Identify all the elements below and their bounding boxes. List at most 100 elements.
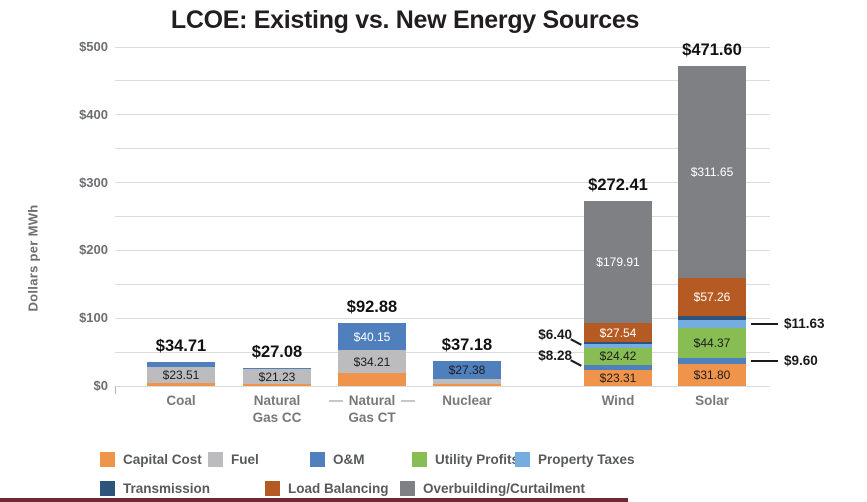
segment-value-label: $24.42 (599, 349, 637, 364)
bar-segment-overbuilding-curtailment: $179.91 (584, 201, 652, 324)
category-label-nuclear: Nuclear (407, 392, 527, 409)
segment-value-label: $179.91 (596, 255, 640, 270)
segment-value-label: $23.51 (162, 367, 200, 382)
legend-item-load-balancing: Load Balancing (265, 480, 389, 496)
axis-tick (115, 386, 116, 394)
chart-title: LCOE: Existing vs. New Energy Sources (170, 6, 640, 34)
label-dash (401, 399, 416, 402)
category-label-natural-gas-cc: Natural Gas CC (217, 392, 337, 426)
y-axis-title: Dollars per MWh (25, 204, 41, 312)
bar-segment-load-balancing: $57.26 (678, 277, 746, 317)
bar-segment-o-m (584, 364, 652, 371)
y-tick-label: $0 (93, 378, 108, 393)
gridline (115, 80, 770, 82)
legend-label: Load Balancing (288, 480, 389, 496)
segment-value-label: $27.38 (448, 363, 486, 378)
callout-label: $6.40 (538, 326, 572, 342)
segment-value-label: $40.15 (353, 329, 391, 344)
y-tick-label: $500 (79, 39, 108, 54)
segment-value-label: $44.37 (693, 335, 731, 350)
bar-segment-transmission (678, 316, 746, 320)
bar-segment-o-m: $27.38 (433, 360, 501, 380)
bar-segment-utility-profits: $24.42 (584, 348, 652, 365)
segment-value-label: $21.23 (258, 369, 296, 384)
bar-total-label: $37.18 (441, 335, 493, 354)
bar-segment-capital-cost: $23.31 (584, 370, 652, 386)
category-label-solar: Solar (652, 392, 772, 409)
gridline (115, 351, 770, 353)
segment-value-label: $27.54 (599, 325, 637, 340)
category-label-line: Coal (166, 393, 196, 408)
bar-segment-transmission (584, 341, 652, 344)
bar-segment-property-taxes (678, 319, 746, 328)
y-tick-label: $400 (79, 106, 108, 122)
gridline (115, 148, 770, 150)
bar-total-label: $92.88 (346, 298, 398, 317)
legend-label: Fuel (231, 451, 259, 467)
segment-value-label: $23.31 (599, 371, 637, 386)
gridline (115, 317, 770, 319)
legend-item-overbuilding-curtailment: Overbuilding/Curtailment (400, 480, 585, 496)
legend-item-transmission: Transmission (100, 480, 210, 496)
legend-item-o-m: O&M (310, 451, 365, 467)
bar-segment-fuel: $23.51 (147, 366, 215, 383)
legend-swatch-icon (400, 480, 415, 496)
gridline (115, 114, 770, 116)
bar-segment-fuel (433, 379, 501, 384)
category-label-line: Solar (695, 393, 729, 408)
callout-leader-line (751, 360, 778, 363)
bar-total-label: $27.08 (251, 342, 303, 361)
legend-swatch-icon (265, 480, 280, 496)
bar-total-label: $272.41 (588, 176, 648, 195)
bar-segment-o-m (243, 367, 311, 370)
bar-segment-capital-cost: $31.80 (678, 364, 746, 386)
legend-swatch-icon (208, 451, 223, 467)
gridline (115, 182, 770, 184)
bar-segment-property-taxes (584, 343, 652, 349)
bar-segment-fuel: $34.21 (338, 350, 406, 374)
footer-rule (0, 498, 628, 502)
bar-total-label: $34.71 (155, 337, 207, 356)
segment-value-label: $57.26 (693, 289, 731, 304)
bar-total-label: $471.60 (682, 41, 742, 60)
callout-leader-line (751, 322, 778, 325)
label-dash (328, 399, 343, 402)
legend-label: Utility Profits (435, 451, 520, 467)
y-tick-label: $300 (79, 174, 108, 190)
legend-swatch-icon (310, 451, 325, 467)
legend-item-capital-cost: Capital Cost (100, 451, 202, 467)
gridline (115, 46, 770, 48)
category-label-line: Wind (601, 393, 635, 408)
bar-segment-utility-profits: $44.37 (678, 327, 746, 358)
legend-label: Capital Cost (123, 451, 202, 467)
legend-label: O&M (333, 451, 365, 467)
legend-item-fuel: Fuel (208, 451, 259, 467)
legend-swatch-icon (412, 451, 427, 467)
category-label-line: Gas CT (348, 410, 396, 425)
category-label-line: Gas CC (252, 410, 302, 425)
bar-segment-capital-cost (243, 383, 311, 386)
legend-item-utility-profits: Utility Profits (412, 451, 519, 467)
segment-value-label: $34.21 (353, 354, 391, 369)
legend-swatch-icon (100, 480, 115, 496)
bar-segment-o-m (678, 357, 746, 365)
y-tick-label: $100 (79, 310, 108, 326)
gridline (115, 283, 770, 285)
legend-swatch-icon (100, 451, 115, 467)
legend-item-property-taxes: Property Taxes (515, 451, 635, 467)
category-label-line: Nuclear (442, 393, 492, 408)
bar-segment-capital-cost (433, 383, 501, 386)
category-label-line: Natural (312, 392, 432, 409)
category-label-coal: Coal (121, 392, 241, 409)
category-label-wind: Wind (558, 392, 678, 409)
callout-label: $11.63 (784, 315, 825, 331)
legend-swatch-icon (515, 451, 530, 467)
gridline (115, 385, 770, 387)
legend-label: Property Taxes (538, 451, 635, 467)
y-tick-label: $200 (79, 242, 108, 258)
callout-label: $8.28 (538, 348, 572, 364)
callout-label: $9.60 (784, 353, 818, 369)
bar-segment-o-m (147, 362, 215, 367)
gridline (115, 249, 770, 251)
